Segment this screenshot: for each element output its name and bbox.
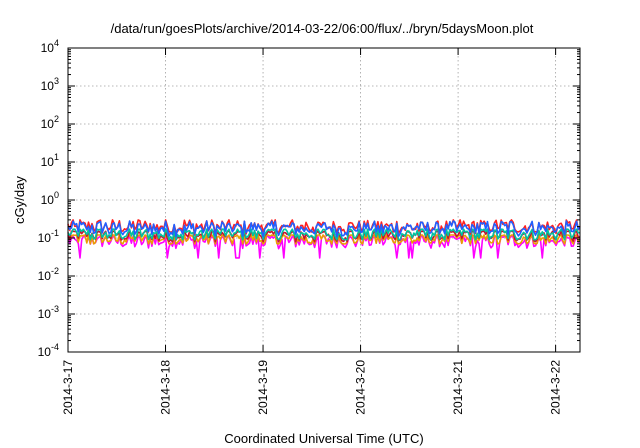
chart-title: /data/run/goesPlots/archive/2014-03-22/0…: [111, 21, 534, 36]
y-tick-label: 101: [41, 152, 59, 169]
x-axis-label: Coordinated Universal Time (UTC): [224, 431, 423, 446]
series-line: [67, 234, 581, 245]
x-tick-label: 2014-3-22: [549, 360, 563, 415]
y-tick-label: 104: [41, 38, 59, 55]
y-tick-label: 10-1: [38, 228, 59, 245]
y-tick-label: 103: [41, 76, 59, 93]
x-tick-label: 2014-3-20: [354, 360, 368, 415]
series-lines: [67, 219, 581, 259]
grid-lines: [68, 48, 580, 352]
series-line: [67, 228, 580, 241]
x-tick-label: 2014-3-19: [256, 360, 270, 415]
x-tick-label: 2014-3-21: [451, 360, 465, 415]
series-line: [67, 235, 581, 259]
y-tick-label: 102: [41, 114, 59, 131]
y-tick-label: 100: [41, 190, 59, 207]
y-tick-label: 10-2: [38, 266, 59, 283]
x-tick-labels: 2014-3-17 2014-3-18 2014-3-19 2014-3-20 2014…: [61, 360, 563, 415]
x-tick-label: 2014-3-17: [61, 360, 75, 415]
x-tick-label: 2014-3-18: [159, 360, 173, 415]
y-axis-label: cGy/day: [12, 176, 27, 224]
y-tick-labels: 10-4 10-3 10-2 10-1 100 101 102 103 104: [38, 38, 59, 359]
tick-marks: [67, 47, 580, 353]
y-tick-label: 10-3: [38, 304, 59, 321]
series-line: [67, 220, 581, 238]
y-tick-label: 10-4: [38, 342, 59, 359]
